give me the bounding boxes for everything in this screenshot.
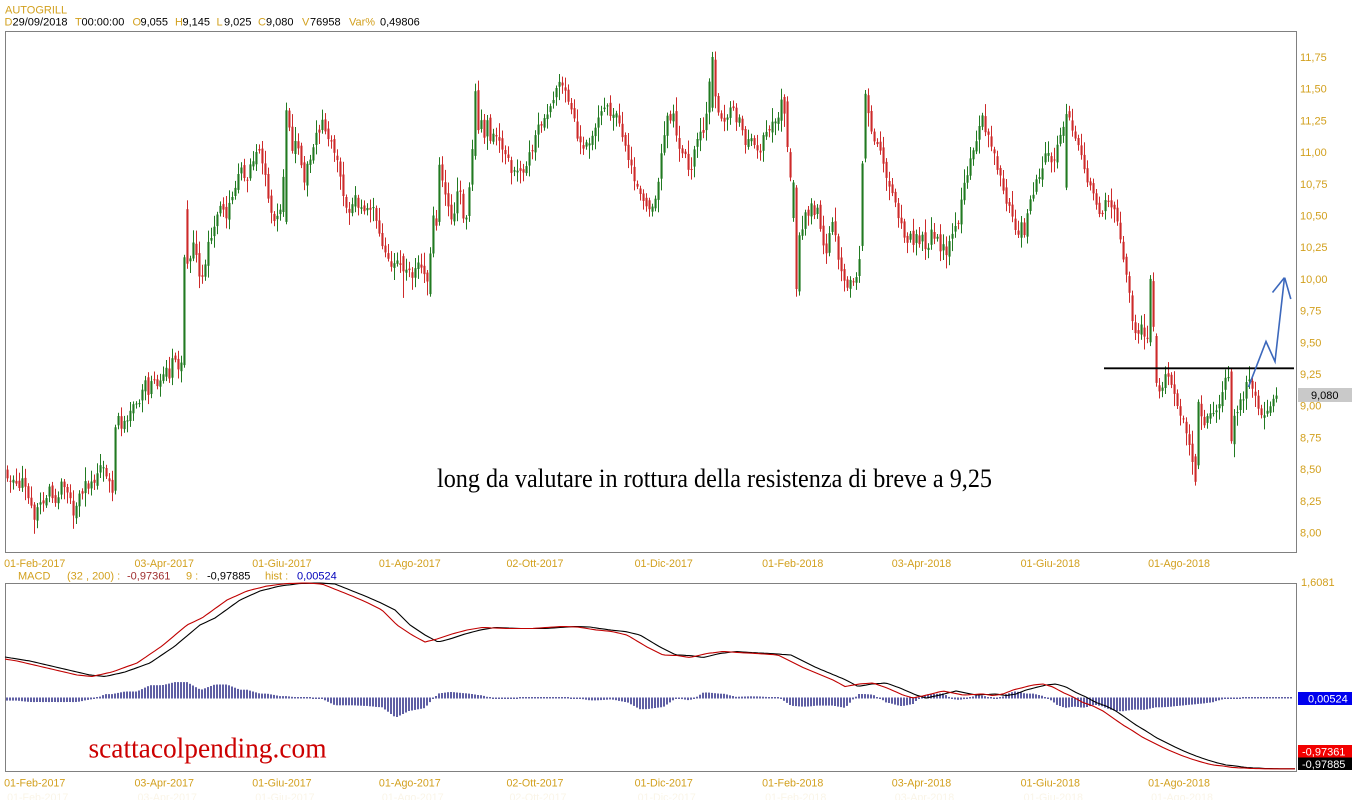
svg-text:01-Giu-2017: 01-Giu-2017 [252,778,311,790]
svg-text:02-Ott-2017: 02-Ott-2017 [509,792,566,800]
svg-text:01-Giu-2018: 01-Giu-2018 [1021,558,1080,570]
svg-text:0,00524: 0,00524 [1308,694,1348,706]
svg-text:01-Ago-2017: 01-Ago-2017 [382,792,444,800]
svg-text:03-Apr-2018: 03-Apr-2018 [892,778,951,790]
svg-text:01-Ago-2018: 01-Ago-2018 [1148,778,1210,790]
svg-text:D: D [5,17,13,29]
svg-text:03-Apr-2018: 03-Apr-2018 [892,558,951,570]
svg-text:9,00: 9,00 [1300,401,1321,413]
svg-text:11,75: 11,75 [1300,52,1327,64]
svg-text:10,75: 10,75 [1300,179,1328,191]
svg-text:8,25: 8,25 [1300,496,1321,508]
svg-text:00:00:00: 00:00:00 [82,17,125,29]
svg-text:9 :: 9 : [186,571,198,583]
svg-text:01-Giu-2017: 01-Giu-2017 [252,558,311,570]
svg-text:8,50: 8,50 [1300,464,1321,476]
svg-text:01-Giu-2017: 01-Giu-2017 [255,792,314,800]
svg-text:02-Ott-2017: 02-Ott-2017 [506,778,563,790]
svg-text:03-Apr-2017: 03-Apr-2017 [137,792,196,800]
svg-text:H: H [175,17,183,29]
svg-text:9,080: 9,080 [1311,390,1339,402]
svg-text:10,50: 10,50 [1300,211,1328,223]
svg-text:9,50: 9,50 [1300,337,1321,349]
svg-text:01-Dic-2017: 01-Dic-2017 [638,792,696,800]
svg-text:9,055: 9,055 [141,17,169,29]
svg-text:11,50: 11,50 [1300,84,1327,96]
svg-text:MACD: MACD [18,571,50,583]
svg-text:29/09/2018: 29/09/2018 [13,17,68,29]
svg-text:01-Ago-2018: 01-Ago-2018 [1151,792,1213,800]
svg-text:02-Ott-2017: 02-Ott-2017 [506,558,563,570]
svg-text:01-Feb-2017: 01-Feb-2017 [4,558,65,570]
svg-text:01-Dic-2017: 01-Dic-2017 [635,778,693,790]
svg-text:01-Feb-2017: 01-Feb-2017 [4,778,65,790]
svg-text:8,75: 8,75 [1300,432,1321,444]
svg-text:01-Feb-2017: 01-Feb-2017 [7,792,68,800]
svg-text:Var%: Var% [349,17,375,29]
svg-text:76958: 76958 [310,17,341,29]
svg-text:-0,97361: -0,97361 [1302,747,1345,759]
svg-text:(32 , 200) :: (32 , 200) : [67,571,120,583]
svg-text:0,00524: 0,00524 [297,571,337,583]
svg-text:V: V [302,17,310,29]
svg-text:long da valutare in rottura de: long da valutare in rottura della resist… [437,464,992,493]
svg-text:L: L [217,17,223,29]
svg-text:9,75: 9,75 [1300,306,1321,318]
svg-text:-0,97885: -0,97885 [207,571,250,583]
svg-text:9,025: 9,025 [224,17,252,29]
svg-text:01-Giu-2018: 01-Giu-2018 [1021,778,1080,790]
svg-text:01-Ago-2018: 01-Ago-2018 [1148,558,1210,570]
svg-text:10,25: 10,25 [1300,242,1328,254]
svg-text:C: C [258,17,266,29]
svg-text:8,00: 8,00 [1300,528,1321,540]
svg-text:11,25: 11,25 [1300,115,1327,127]
svg-text:9,25: 9,25 [1300,369,1321,381]
svg-text:01-Giu-2018: 01-Giu-2018 [1024,792,1083,800]
svg-text:01-Ago-2017: 01-Ago-2017 [379,778,441,790]
svg-text:01-Feb-2018: 01-Feb-2018 [765,792,826,800]
svg-text:01-Feb-2018: 01-Feb-2018 [762,778,823,790]
svg-text:9,145: 9,145 [183,17,211,29]
svg-text:AUTOGRILL: AUTOGRILL [5,5,67,17]
svg-text:1,6081: 1,6081 [1301,577,1335,589]
svg-text:10,00: 10,00 [1300,274,1328,286]
svg-text:01-Ago-2017: 01-Ago-2017 [379,558,441,570]
svg-text:O: O [133,17,142,29]
svg-text:0,49806: 0,49806 [380,17,420,29]
svg-text:-0,97885: -0,97885 [1302,759,1345,771]
svg-text:03-Apr-2017: 03-Apr-2017 [134,558,193,570]
svg-text:03-Apr-2017: 03-Apr-2017 [134,778,193,790]
svg-text:-0,97361: -0,97361 [127,571,170,583]
svg-text:T: T [75,17,82,29]
svg-text:03-Apr-2018: 03-Apr-2018 [895,792,954,800]
svg-text:scattacolpending.com: scattacolpending.com [89,733,327,765]
svg-text:11,00: 11,00 [1300,147,1327,159]
svg-text:9,080: 9,080 [266,17,294,29]
svg-text:01-Feb-2018: 01-Feb-2018 [762,558,823,570]
svg-text:01-Dic-2017: 01-Dic-2017 [635,558,693,570]
svg-text:hist :: hist : [265,571,288,583]
